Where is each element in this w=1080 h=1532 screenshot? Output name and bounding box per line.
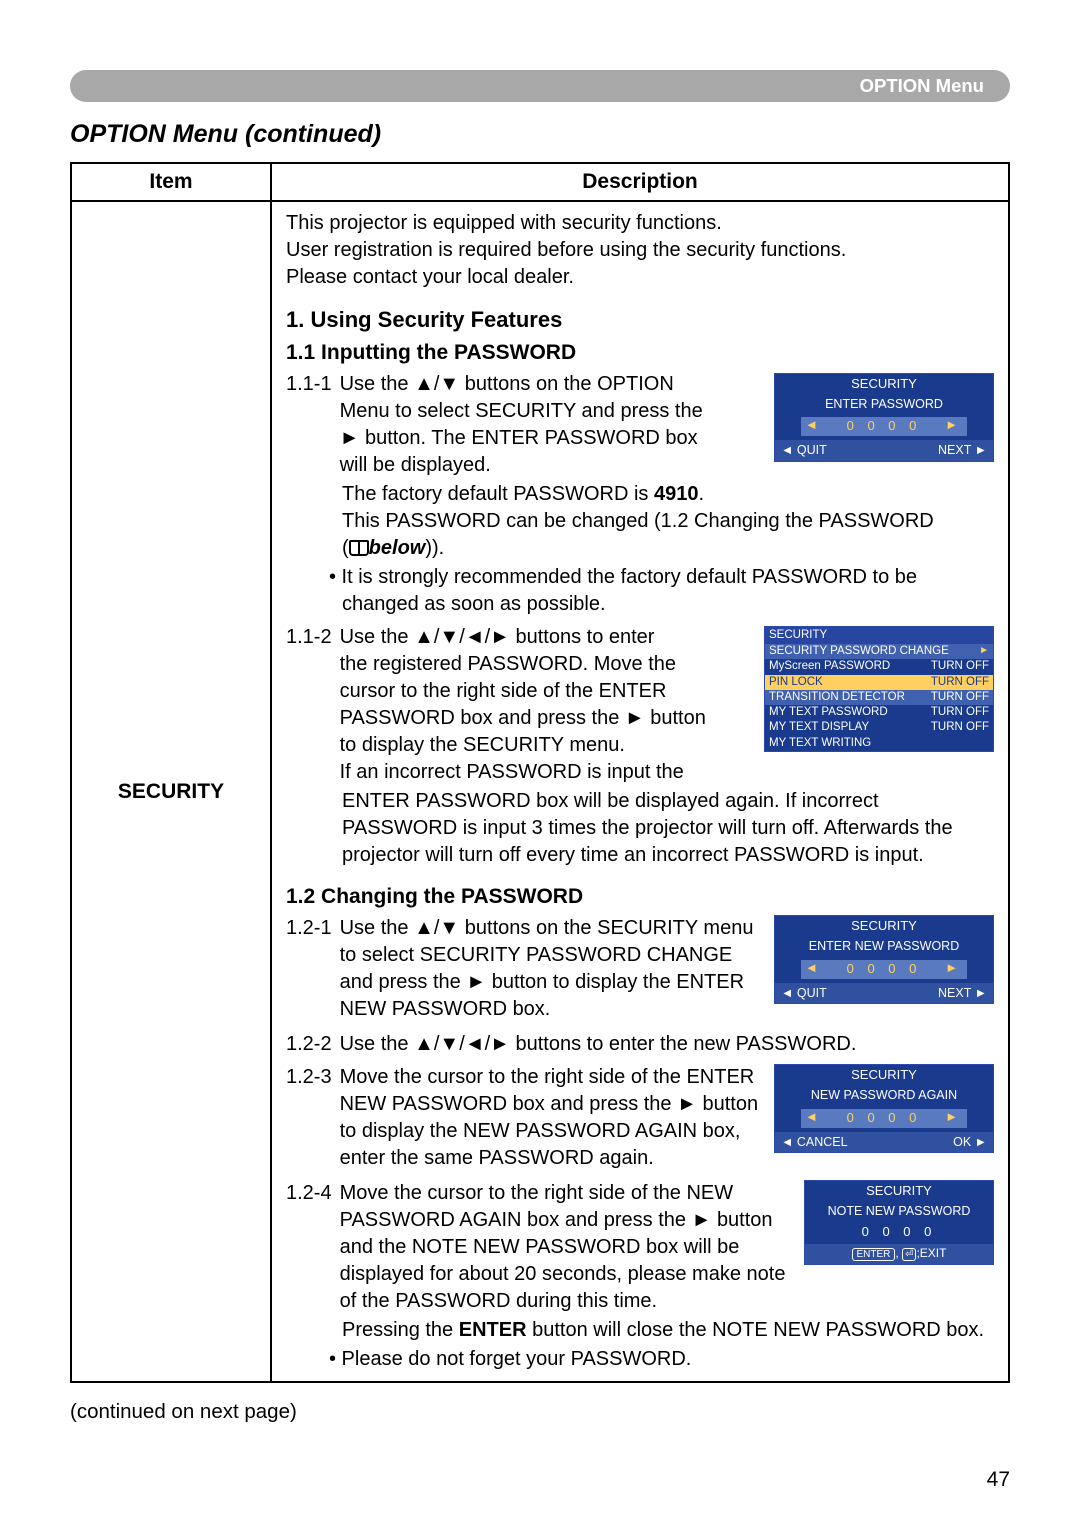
step-1-2-2: 1.2-2 Use the ▲/▼/◄/► buttons to enter t… bbox=[286, 1031, 994, 1058]
column-header-description: Description bbox=[271, 163, 1009, 201]
osd-footer: ◄ CANCEL OK ► bbox=[775, 1132, 993, 1152]
step-1-2-1: SECURITY ENTER NEW PASSWORD ◄0 0 0 0► ◄ … bbox=[286, 915, 994, 1025]
osd-list-row: TRANSITION DETECTORTURN OFF bbox=[765, 690, 993, 705]
osd-subtitle: NOTE NEW PASSWORD bbox=[805, 1202, 993, 1220]
manual-icon bbox=[349, 540, 369, 556]
section-1-1-heading: 1.1 Inputting the PASSWORD bbox=[286, 339, 994, 367]
step-text: Use the ▲/▼ buttons on the OPTION Menu t… bbox=[340, 371, 764, 479]
osd-enter-new-password: SECURITY ENTER NEW PASSWORD ◄0 0 0 0► ◄ … bbox=[774, 915, 994, 1004]
osd-quit: ◄ QUIT bbox=[781, 443, 827, 457]
bullet-note: • It is strongly recommended the factory… bbox=[286, 564, 994, 618]
column-header-item: Item bbox=[71, 163, 271, 201]
step-text: Use the ▲/▼/◄/► buttons to enter the reg… bbox=[340, 624, 754, 786]
header-label: OPTION Menu bbox=[860, 75, 984, 97]
section-1-2-heading: 1.2 Changing the PASSWORD bbox=[286, 883, 994, 911]
osd-list-row: MY TEXT DISPLAYTURN OFF bbox=[765, 720, 993, 735]
osd-list-row: MyScreen PASSWORDTURN OFF bbox=[765, 659, 993, 674]
osd-next: NEXT ► bbox=[938, 443, 987, 457]
osd-enter-password: SECURITY ENTER PASSWORD ◄0 0 0 0► ◄ QUIT… bbox=[774, 373, 994, 462]
continued-note: (continued on next page) bbox=[70, 1400, 297, 1424]
osd-note-value: 0 0 0 0 bbox=[805, 1221, 993, 1244]
osd-cancel: ◄ CANCEL bbox=[781, 1135, 848, 1149]
step-text: Use the ▲/▼ buttons on the SECURITY menu… bbox=[340, 915, 764, 1023]
step-cont: The factory default PASSWORD is 4910. Th… bbox=[286, 481, 994, 562]
enter-key-icon: ENTER bbox=[852, 1248, 896, 1262]
intro-text: This projector is equipped with security… bbox=[286, 210, 994, 291]
intro-l1: This projector is equipped with security… bbox=[286, 210, 994, 237]
step-1-1-1: SECURITY ENTER PASSWORD ◄0 0 0 0► ◄ QUIT… bbox=[286, 371, 994, 618]
step-text: Move the cursor to the right side of the… bbox=[340, 1064, 764, 1172]
osd-quit: ◄ QUIT bbox=[781, 986, 827, 1000]
osd-ok: OK ► bbox=[953, 1135, 987, 1149]
step-text: Move the cursor to the right side of the… bbox=[340, 1180, 794, 1315]
bullet-note: • Please do not forget your PASSWORD. bbox=[286, 1346, 994, 1373]
step-1-2-3: SECURITY NEW PASSWORD AGAIN ◄0 0 0 0► ◄ … bbox=[286, 1064, 994, 1174]
osd-note-new-password: SECURITY NOTE NEW PASSWORD 0 0 0 0 ENTER… bbox=[804, 1180, 994, 1265]
osd-title: SECURITY bbox=[765, 627, 993, 644]
intro-l2: User registration is required before usi… bbox=[286, 237, 994, 264]
osd-list-row: MY TEXT PASSWORDTURN OFF bbox=[765, 705, 993, 720]
page-number: 47 bbox=[987, 1468, 1010, 1492]
osd-footer: ◄ QUIT NEXT ► bbox=[775, 440, 993, 460]
osd-subtitle: ENTER NEW PASSWORD bbox=[775, 937, 993, 955]
return-key-icon: ⏎ bbox=[902, 1248, 916, 1262]
osd-footer: ◄ QUIT NEXT ► bbox=[775, 983, 993, 1003]
step-cont: ENTER PASSWORD box will be displayed aga… bbox=[286, 788, 994, 869]
osd-title: SECURITY bbox=[775, 1065, 993, 1086]
osd-title: SECURITY bbox=[775, 916, 993, 937]
osd-pass-field: ◄0 0 0 0► bbox=[801, 1109, 967, 1128]
osd-security-list: SECURITY SECURITY PASSWORD CHANGE► MyScr… bbox=[764, 626, 994, 752]
osd-footer: ENTER, ⏎;EXIT bbox=[805, 1244, 993, 1265]
osd-list-header: SECURITY PASSWORD CHANGE► bbox=[765, 644, 993, 659]
osd-title: SECURITY bbox=[805, 1181, 993, 1202]
step-text: Use the ▲/▼/◄/► buttons to enter the new… bbox=[340, 1031, 994, 1058]
description-cell: This projector is equipped with security… bbox=[271, 201, 1009, 1382]
osd-subtitle: ENTER PASSWORD bbox=[775, 395, 993, 413]
step-num: 1.2-2 bbox=[286, 1031, 332, 1058]
osd-list-row: MY TEXT WRITING bbox=[765, 736, 993, 751]
step-1-2-4: SECURITY NOTE NEW PASSWORD 0 0 0 0 ENTER… bbox=[286, 1180, 994, 1373]
osd-new-password-again: SECURITY NEW PASSWORD AGAIN ◄0 0 0 0► ◄ … bbox=[774, 1064, 994, 1153]
step-num: 1.1-2 bbox=[286, 624, 332, 651]
step-num: 1.2-1 bbox=[286, 915, 332, 942]
step-1-1-2: SECURITY SECURITY PASSWORD CHANGE► MyScr… bbox=[286, 624, 994, 869]
row-label-security: SECURITY bbox=[71, 201, 271, 1382]
header-bar: OPTION Menu bbox=[70, 70, 1010, 102]
section-1-heading: 1. Using Security Features bbox=[286, 305, 994, 335]
option-table: Item Description SECURITY This projector… bbox=[70, 162, 1010, 1383]
osd-subtitle: NEW PASSWORD AGAIN bbox=[775, 1086, 993, 1104]
page-title: OPTION Menu (continued) bbox=[70, 120, 381, 149]
osd-list-row: PIN LOCKTURN OFF bbox=[765, 675, 993, 690]
osd-pass-field: ◄0 0 0 0► bbox=[801, 960, 967, 979]
osd-pass-field: ◄0 0 0 0► bbox=[801, 417, 967, 436]
step-num: 1.1-1 bbox=[286, 371, 332, 398]
osd-next: NEXT ► bbox=[938, 986, 987, 1000]
osd-title: SECURITY bbox=[775, 374, 993, 395]
step-num: 1.2-3 bbox=[286, 1064, 332, 1091]
step-cont: Pressing the ENTER button will close the… bbox=[286, 1317, 994, 1344]
intro-l3: Please contact your local dealer. bbox=[286, 264, 994, 291]
step-num: 1.2-4 bbox=[286, 1180, 332, 1207]
